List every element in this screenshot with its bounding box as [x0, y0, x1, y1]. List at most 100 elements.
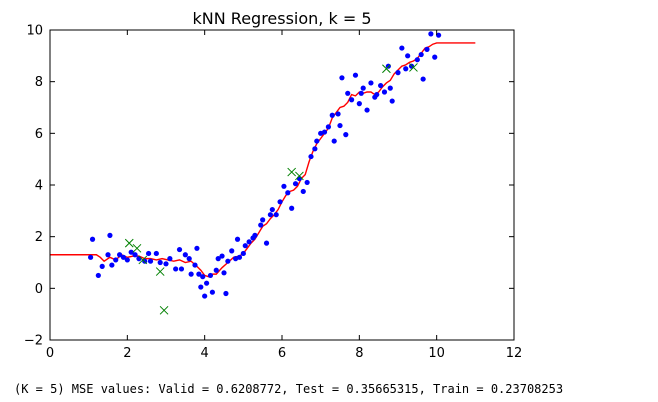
x-tick-label: 12: [506, 346, 523, 361]
test-point: [132, 243, 142, 253]
train-point: [213, 267, 219, 273]
x-tick-label: 4: [201, 346, 209, 361]
x-tick-label: 0: [46, 346, 54, 361]
train-point: [88, 254, 94, 260]
train-point: [186, 256, 192, 262]
train-point: [292, 181, 299, 187]
train-point: [296, 175, 302, 182]
train-point: [289, 205, 295, 211]
y-tick-label: 2: [35, 230, 43, 245]
train-point: [176, 246, 183, 253]
train-point: [128, 249, 134, 255]
train-point: [424, 46, 430, 52]
train-point: [99, 263, 105, 269]
train-point: [432, 54, 438, 60]
train-point: [146, 250, 152, 257]
train-point: [381, 89, 388, 95]
x-tick-label: 6: [278, 346, 286, 361]
train-point: [219, 253, 225, 259]
train-point: [331, 138, 337, 144]
y-tick-label: 4: [35, 179, 43, 194]
train-point: [420, 76, 426, 82]
train-point: [246, 239, 252, 245]
train-point: [403, 66, 409, 72]
train-point: [352, 72, 359, 78]
train-point: [260, 217, 266, 223]
train-point: [436, 32, 442, 38]
train-point: [405, 53, 411, 59]
train-point: [202, 293, 208, 299]
train-point: [335, 111, 341, 117]
train-point: [194, 245, 200, 251]
train-point: [157, 259, 163, 266]
train-point: [258, 222, 264, 228]
train-point: [337, 122, 343, 129]
train-point: [263, 240, 270, 246]
test-point: [295, 171, 304, 181]
train-point: [329, 112, 335, 118]
train-point: [167, 256, 173, 262]
train-point: [209, 289, 215, 295]
train-point: [109, 262, 115, 268]
y-tick-label: 0: [35, 282, 43, 297]
train-point: [163, 261, 169, 267]
train-point: [374, 91, 380, 98]
train-point: [387, 85, 393, 91]
train-point: [312, 146, 318, 152]
plot-area: [50, 31, 476, 315]
train-point: [178, 266, 185, 272]
train-point: [395, 70, 401, 76]
train-point: [221, 270, 227, 276]
y-tick-label: 10: [26, 24, 43, 39]
train-point: [304, 179, 310, 186]
test-point: [409, 63, 418, 72]
test-point: [138, 255, 148, 265]
train-point: [117, 252, 123, 258]
train-point: [325, 124, 331, 130]
y-tick-label: 8: [35, 75, 43, 90]
train-point: [339, 75, 345, 81]
y-tick-label: 6: [35, 127, 43, 142]
train-point: [364, 107, 370, 113]
train-point: [105, 252, 111, 258]
train-point: [308, 153, 314, 160]
train-point: [124, 257, 130, 263]
train-point: [188, 271, 194, 277]
train-point: [314, 138, 320, 144]
train-point: [414, 57, 420, 63]
train-point: [273, 212, 279, 218]
train-point: [240, 250, 246, 257]
train-point: [252, 232, 258, 238]
train-point: [192, 262, 198, 268]
knn-fit-line: [50, 42, 476, 278]
chart-title: kNN Regression, k = 5: [193, 9, 372, 28]
train-point: [132, 252, 138, 258]
train-point: [89, 236, 96, 242]
train-point: [198, 284, 204, 290]
x-tick-label: 2: [123, 346, 131, 361]
train-point: [223, 290, 229, 297]
train-point: [113, 257, 119, 263]
train-point: [358, 90, 364, 96]
train-point: [120, 254, 127, 260]
train-point: [215, 256, 221, 262]
test-point: [124, 238, 134, 248]
test-point: [382, 64, 391, 74]
train-point: [389, 98, 395, 104]
train-point: [234, 236, 241, 242]
train-point: [356, 101, 362, 107]
train-point: [182, 252, 188, 258]
train-point: [345, 90, 351, 96]
train-point: [207, 272, 214, 279]
train-point: [136, 256, 142, 262]
train-point: [267, 212, 273, 218]
train-point: [147, 258, 154, 264]
train-point: [277, 199, 283, 205]
train-point: [349, 97, 355, 103]
train-point: [378, 82, 384, 89]
train-point: [428, 31, 434, 37]
train-point: [200, 274, 206, 280]
train-point: [236, 254, 243, 260]
